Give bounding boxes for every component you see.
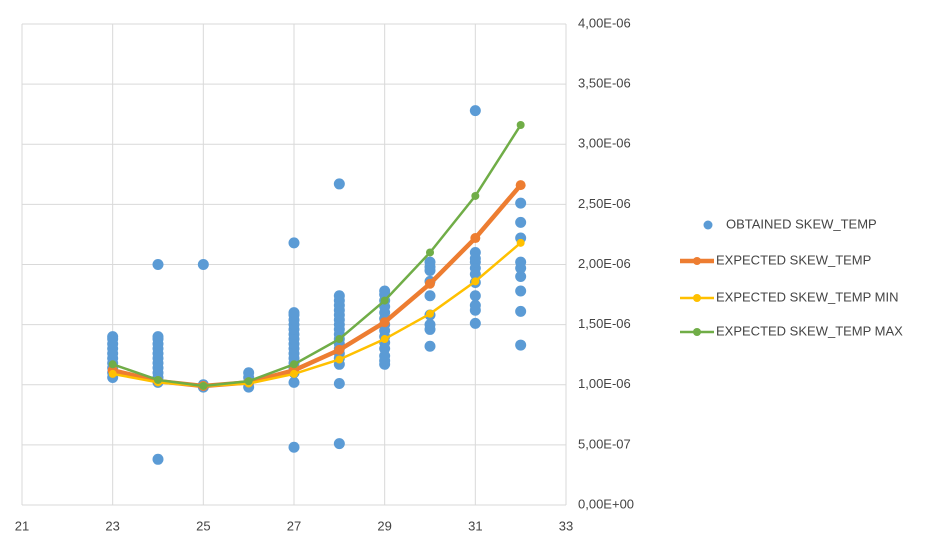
legend-label: OBTAINED SKEW_TEMP	[726, 216, 877, 231]
x-tick-label: 23	[105, 518, 119, 533]
scatter-point	[424, 256, 436, 268]
legend-label: EXPECTED SKEW_TEMP MIN	[716, 289, 899, 304]
line-marker	[471, 277, 480, 286]
scatter-point	[288, 441, 300, 453]
line-marker	[470, 233, 481, 244]
x-tick-label: 29	[377, 518, 391, 533]
x-tick-label: 25	[196, 518, 210, 533]
y-tick-label: 2,00E-06	[578, 256, 631, 271]
legend-marker	[693, 328, 701, 336]
y-tick-label: 0,00E+00	[578, 496, 634, 511]
line-marker	[199, 381, 208, 390]
scatter-point	[333, 178, 345, 190]
scatter-point	[333, 290, 345, 302]
scatter-point	[515, 256, 527, 268]
line-marker	[380, 296, 389, 305]
legend-label: EXPECTED SKEW_TEMP	[716, 252, 871, 267]
scatter-point	[424, 319, 436, 331]
scatter-point	[152, 259, 164, 270]
scatter-point	[469, 317, 481, 329]
legend-marker	[703, 220, 713, 230]
scatter-point	[107, 331, 119, 343]
scatter-point	[379, 285, 391, 297]
scatter-point	[515, 285, 527, 297]
line-marker	[425, 278, 435, 289]
line-marker	[335, 335, 344, 344]
scatter-point	[469, 246, 481, 258]
scatter-point	[288, 237, 300, 249]
line-marker	[244, 377, 253, 386]
series-line	[112, 124, 522, 388]
line-marker	[154, 375, 162, 384]
scatter-point	[288, 307, 300, 319]
scatter-point	[515, 305, 527, 317]
line-marker	[108, 369, 117, 378]
scatter-point	[515, 339, 527, 351]
y-tick-label: 5,00E-07	[578, 436, 631, 451]
line-marker	[516, 238, 525, 247]
line-marker	[108, 360, 117, 369]
scatter-point	[152, 331, 164, 343]
y-tick-label: 3,00E-06	[578, 136, 631, 151]
line-marker	[335, 355, 344, 364]
scatter-point	[469, 290, 481, 302]
x-tick-label: 21	[15, 518, 29, 533]
scatter-point	[333, 438, 345, 450]
scatter-point	[424, 340, 436, 352]
line-marker	[290, 360, 298, 369]
scatter-point	[243, 367, 255, 379]
scatter-point	[469, 105, 481, 117]
line-marker	[471, 191, 480, 200]
scatter-point	[469, 299, 481, 311]
scatter-point	[152, 453, 164, 465]
scatter-point	[424, 290, 436, 302]
scatter-point	[333, 378, 345, 390]
scatter-point	[515, 216, 527, 228]
line-marker	[426, 248, 434, 257]
x-tick-label: 27	[287, 518, 301, 533]
scatter-point	[288, 376, 300, 388]
line-marker	[379, 317, 390, 328]
legend-label: EXPECTED SKEW_TEMP MAX	[716, 323, 903, 338]
y-tick-label: 4,00E-06	[578, 15, 631, 30]
y-tick-label: 1,00E-06	[578, 376, 631, 391]
legend-marker	[693, 294, 701, 302]
y-tick-label: 2,50E-06	[578, 196, 631, 211]
line-marker	[380, 335, 389, 344]
line-marker	[426, 309, 434, 318]
y-tick-label: 1,50E-06	[578, 316, 631, 331]
scatter-point	[515, 197, 527, 209]
scatter-point	[197, 259, 209, 270]
line-marker	[334, 344, 345, 355]
x-tick-label: 33	[559, 518, 573, 533]
x-tick-label: 31	[468, 518, 482, 533]
legend-marker	[693, 257, 701, 265]
y-tick-label: 3,50E-06	[578, 76, 631, 91]
scatter-point	[515, 271, 527, 283]
line-marker	[516, 121, 525, 130]
line-marker	[515, 180, 526, 191]
line-marker	[290, 369, 298, 378]
